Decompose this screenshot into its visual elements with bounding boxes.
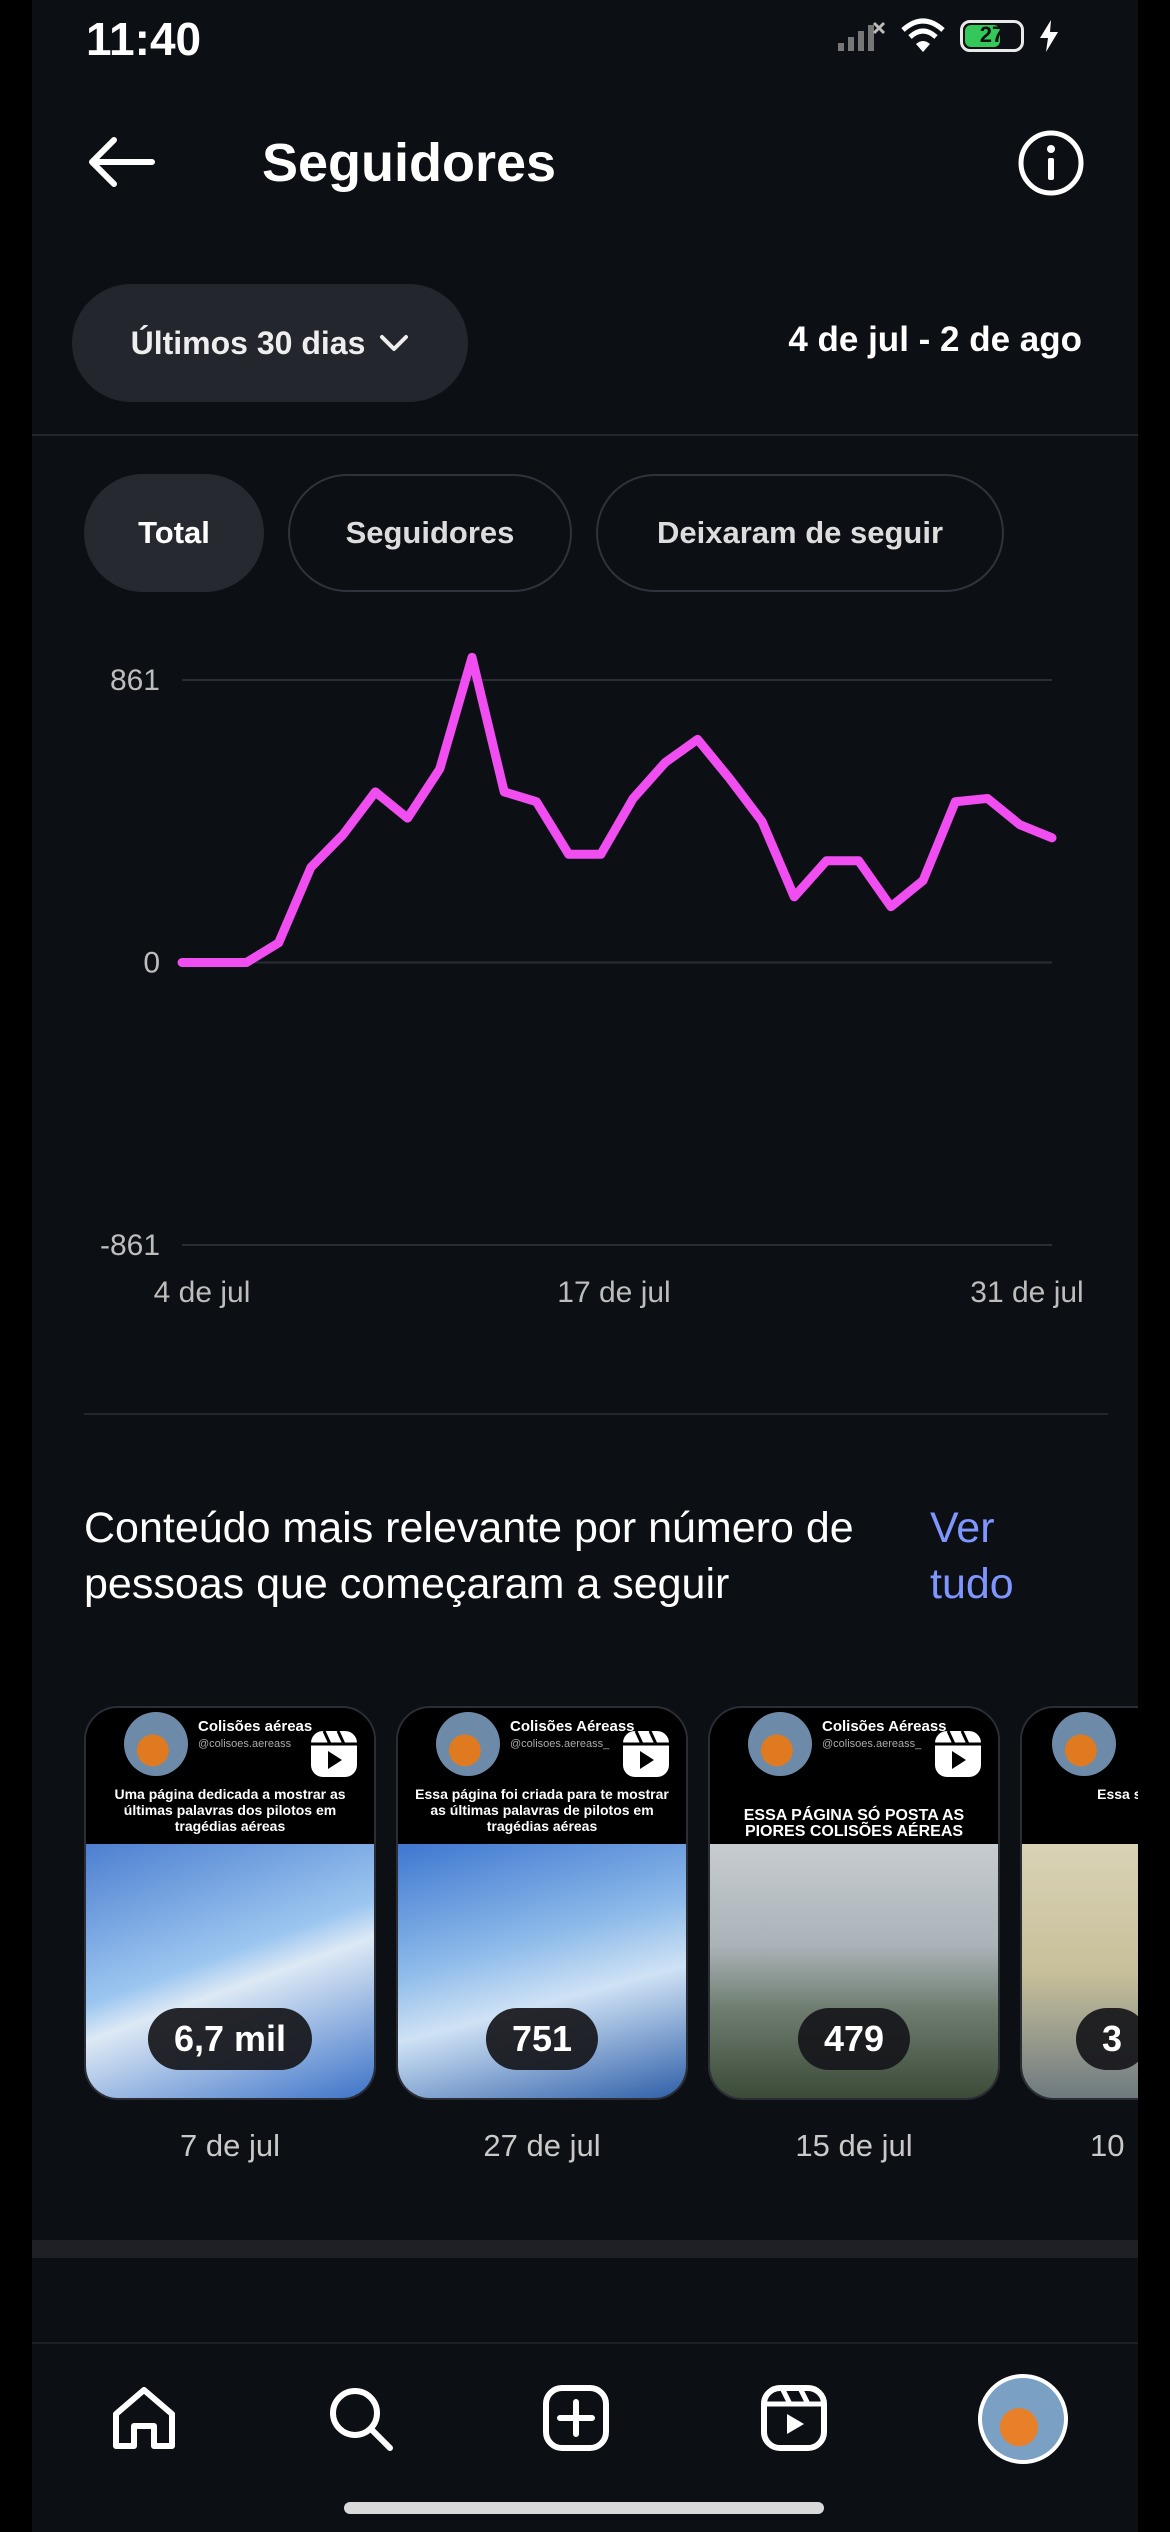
post-date: 27 de jul — [483, 2128, 601, 2163]
y-tick-label: 861 — [110, 664, 160, 697]
reel-icon — [623, 1730, 669, 1777]
post-thumbnail: Colisões aéreas @colisoes.aereass Uma pá… — [84, 1706, 376, 2100]
new-followers-count: 3 — [1075, 2008, 1138, 2070]
section-title: Conteúdo mais relevante por número de pe… — [84, 1504, 854, 1608]
home-indicator[interactable] — [344, 2502, 824, 2514]
account-name: Colisões aéreas — [198, 1718, 313, 1735]
post-caption: ESSA PÁGINA SÓ POSTA AS PIORES COLISÕES … — [743, 1807, 965, 1840]
series-line — [177, 652, 1057, 967]
account-avatar — [1052, 1712, 1116, 1776]
post-card[interactable]: Colisões aéreas @colisoes.aereass Uma pá… — [84, 1706, 376, 2164]
new-followers-count: 751 — [485, 2008, 599, 2070]
post-card[interactable]: Colisões Aéreass @colisoes.aereass_ ESSA… — [708, 1706, 1000, 2164]
date-range-label: Últimos 30 dias — [130, 324, 366, 361]
create-post-icon[interactable] — [536, 2378, 616, 2458]
post-thumbnail: Colisões Aéreass @colisoes.aereass_ Essa… — [396, 1706, 688, 2100]
followers-line-chart: 861 0 -861 4 de jul 17 de jul 31 de jul — [100, 652, 1084, 1309]
battery-percent: 27 — [979, 22, 1005, 47]
chevron-down-icon — [380, 335, 409, 351]
x-tick-label: 4 de jul — [154, 1276, 251, 1309]
screen: 11:40 27 — [32, 0, 1138, 2532]
status-time: 11:40 — [86, 13, 202, 65]
chip-label: Total — [138, 515, 210, 550]
post-thumbnail: Colisões Aéreass @colisoes.aereass_ ESSA… — [708, 1706, 1000, 2100]
account-name: Colisões Aéreass — [510, 1718, 635, 1735]
filter-chip-unfollows[interactable]: Deixaram de seguir — [596, 474, 1004, 592]
reel-icon — [935, 1730, 981, 1777]
x-tick-label: 17 de jul — [557, 1276, 670, 1309]
y-tick-label: -861 — [100, 1229, 160, 1262]
info-icon[interactable] — [1016, 128, 1086, 198]
chip-label: Deixaram de seguir — [656, 515, 944, 550]
x-tick-label: 31 de jul — [970, 1276, 1083, 1309]
account-name: Colisões Aéreass — [822, 1718, 947, 1735]
date-range-text: 4 de jul - 2 de ago — [788, 320, 1082, 359]
post-date: 10 — [1090, 2128, 1125, 2163]
y-tick-label: 0 — [143, 947, 160, 980]
post-caption: Essa são as piores c — [1097, 1786, 1138, 1802]
account-handle: @colisoes.aereass_ — [510, 1738, 610, 1750]
post-caption: Essa página foi criada para te mostrar a… — [415, 1786, 669, 1834]
account-avatar — [748, 1712, 812, 1776]
profile-avatar[interactable] — [978, 2374, 1068, 2464]
battery-icon: 27 — [960, 20, 1024, 52]
divider — [32, 434, 1138, 436]
signal-icon — [838, 21, 886, 51]
account-avatar — [436, 1712, 500, 1776]
wifi-icon — [901, 18, 945, 52]
battery-level — [965, 25, 1000, 47]
post-date: 15 de jul — [795, 2128, 913, 2163]
search-icon[interactable] — [320, 2378, 400, 2458]
post-thumbnail: Essa são as piores c 3 — [1020, 1706, 1138, 2100]
divider — [84, 1413, 1108, 1415]
home-icon[interactable] — [104, 2378, 184, 2458]
post-date: 7 de jul — [180, 2128, 280, 2163]
chip-label: Seguidores — [345, 515, 515, 550]
status-icons: 27 — [836, 18, 1060, 54]
account-handle: @colisoes.aereass_ — [822, 1738, 922, 1750]
filter-chip-followers[interactable]: Seguidores — [288, 474, 572, 592]
account-avatar — [124, 1712, 188, 1776]
back-arrow-icon[interactable] — [82, 132, 162, 192]
bottom-nav — [32, 2342, 1138, 2484]
top-posts-carousel[interactable]: Colisões aéreas @colisoes.aereass Uma pá… — [84, 1706, 1138, 2206]
filter-chip-total[interactable]: Total — [84, 474, 264, 592]
see-all-link[interactable]: Ver tudo — [930, 1504, 1014, 1608]
new-followers-count: 6,7 mil — [147, 2008, 313, 2070]
reels-icon[interactable] — [754, 2378, 834, 2458]
reel-icon — [311, 1730, 357, 1777]
section-divider — [32, 2240, 1138, 2258]
post-card[interactable]: Colisões Aéreass @colisoes.aereass_ Essa… — [396, 1706, 688, 2164]
new-followers-count: 479 — [797, 2008, 911, 2070]
charging-icon — [1040, 20, 1058, 52]
date-range-dropdown[interactable]: Últimos 30 dias — [72, 284, 468, 402]
post-card[interactable]: Essa são as piores c 3 10 — [1020, 1706, 1138, 2164]
page-title: Seguidores — [262, 133, 557, 193]
account-handle: @colisoes.aereass — [198, 1738, 292, 1750]
header: Seguidores — [32, 110, 1138, 220]
status-bar: 11:40 27 — [32, 0, 1138, 90]
post-caption: Uma página dedicada a mostrar as últimas… — [114, 1786, 346, 1834]
